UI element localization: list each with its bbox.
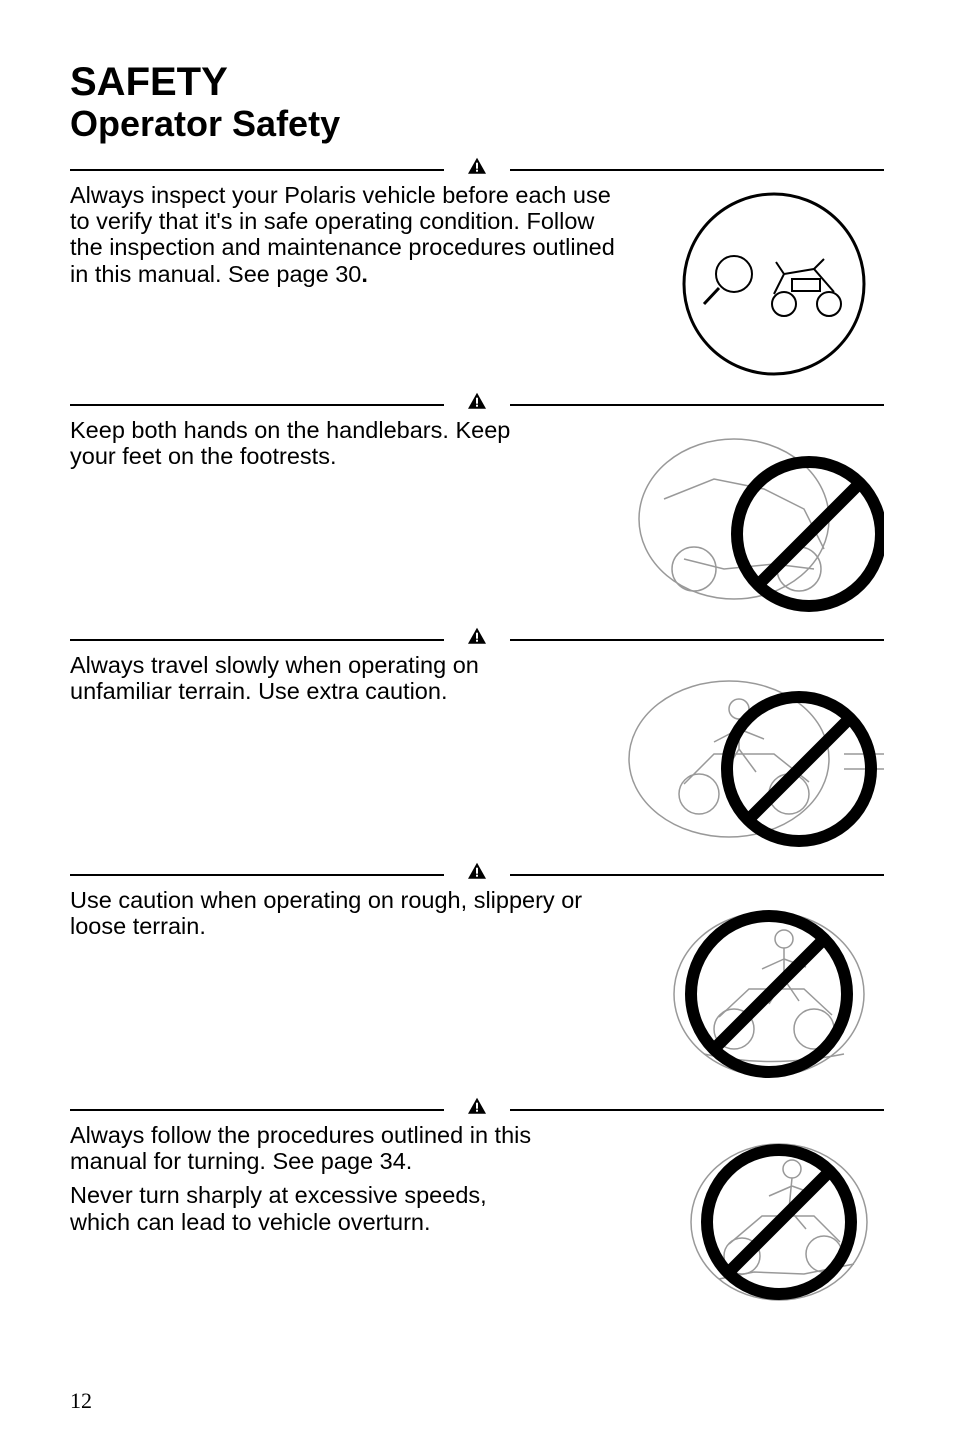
section-text: Always travel slowly when operating on u…: [70, 652, 520, 705]
section-turning: Always follow the procedures outlined in…: [70, 1102, 884, 1302]
section-inspect: Always inspect your Polaris vehicle befo…: [70, 162, 884, 387]
illustration-hands-feet: [624, 419, 884, 624]
heading-safety: SAFETY: [70, 60, 884, 104]
warning-icon: [467, 859, 487, 885]
text-part-1: .: [361, 261, 368, 287]
illustration-turning: [674, 1124, 884, 1319]
illustration-terrain: [614, 654, 884, 859]
heading-operator-safety: Operator Safety: [70, 104, 884, 144]
illustration-inspect: [664, 184, 884, 389]
divider: [70, 1102, 884, 1116]
section-text: Keep both hands on the handlebars. Keep …: [70, 417, 550, 470]
text-part-0: Always inspect your Polaris vehicle befo…: [70, 182, 615, 287]
warning-icon: [467, 1094, 487, 1120]
section-slippery: Use caution when operating on rough, sli…: [70, 867, 884, 1092]
section-text-a: Always follow the procedures outlined in…: [70, 1122, 590, 1175]
section-hands-feet: Keep both hands on the handlebars. Keep …: [70, 397, 884, 622]
section-text: Use caution when operating on rough, sli…: [70, 887, 630, 940]
divider: [70, 867, 884, 881]
section-text: Always inspect your Polaris vehicle befo…: [70, 182, 630, 287]
warning-icon: [467, 389, 487, 415]
page-number: 12: [70, 1388, 92, 1414]
divider: [70, 397, 884, 411]
section-terrain: Always travel slowly when operating on u…: [70, 632, 884, 857]
divider: [70, 632, 884, 646]
section-text-b: Never turn sharply at excessive speeds, …: [70, 1182, 540, 1235]
divider: [70, 162, 884, 176]
warning-icon: [467, 154, 487, 180]
warning-icon: [467, 624, 487, 650]
page-container: SAFETY Operator Safety Always inspect yo…: [0, 0, 954, 1454]
illustration-slippery: [654, 889, 884, 1094]
